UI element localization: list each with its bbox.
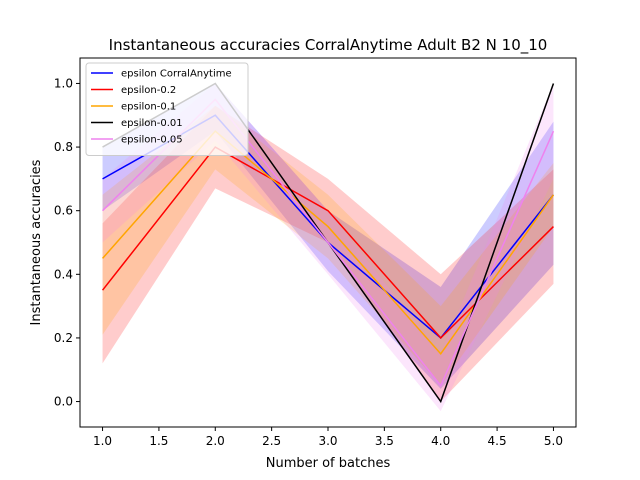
legend-label-0: epsilon CorralAnytime bbox=[121, 69, 232, 80]
x-tick-label: 1.0 bbox=[93, 434, 112, 448]
y-tick-label: 0.0 bbox=[54, 395, 73, 409]
x-tick-label: 1.5 bbox=[149, 434, 168, 448]
legend-label-4: epsilon-0.05 bbox=[121, 135, 183, 146]
y-axis-label: Instantaneous accuracies bbox=[29, 159, 44, 325]
x-tick-label: 3.0 bbox=[318, 434, 337, 448]
y-tick-label: 0.2 bbox=[54, 331, 73, 345]
band-4 bbox=[102, 83, 554, 412]
band-2 bbox=[102, 105, 554, 386]
y-tick-label: 0.4 bbox=[54, 267, 73, 281]
legend-label-3: epsilon-0.01 bbox=[121, 118, 183, 129]
legend-box bbox=[85, 62, 249, 156]
x-tick-label: 4.0 bbox=[431, 434, 450, 448]
confidence-bands bbox=[102, 83, 554, 412]
x-tick-label: 3.5 bbox=[375, 434, 394, 448]
x-tick-label: 2.0 bbox=[206, 434, 225, 448]
legend-label-2: epsilon-0.1 bbox=[121, 102, 176, 113]
legend: epsilon CorralAnytime epsilon-0.2 epsilon-… bbox=[85, 62, 249, 156]
x-axis-label: Number of batches bbox=[266, 456, 391, 471]
band-0 bbox=[102, 83, 554, 389]
legend-label-1: epsilon-0.2 bbox=[121, 85, 176, 96]
x-tick-label: 2.5 bbox=[262, 434, 281, 448]
x-tick-label: 5.0 bbox=[544, 434, 563, 448]
chart-title: Instantaneous accuracies CorralAnytime A… bbox=[109, 36, 548, 55]
x-axis: 1.0 1.5 2.0 2.5 3.0 3.5 4.0 4.5 5.0 bbox=[93, 427, 563, 448]
band-1 bbox=[102, 105, 554, 402]
x-tick-label: 4.5 bbox=[488, 434, 507, 448]
y-tick-label: 0.6 bbox=[54, 204, 73, 218]
y-axis: 0.0 0.2 0.4 0.6 0.8 1.0 bbox=[54, 76, 80, 409]
y-tick-label: 0.8 bbox=[54, 140, 73, 154]
y-tick-label: 1.0 bbox=[54, 76, 73, 90]
